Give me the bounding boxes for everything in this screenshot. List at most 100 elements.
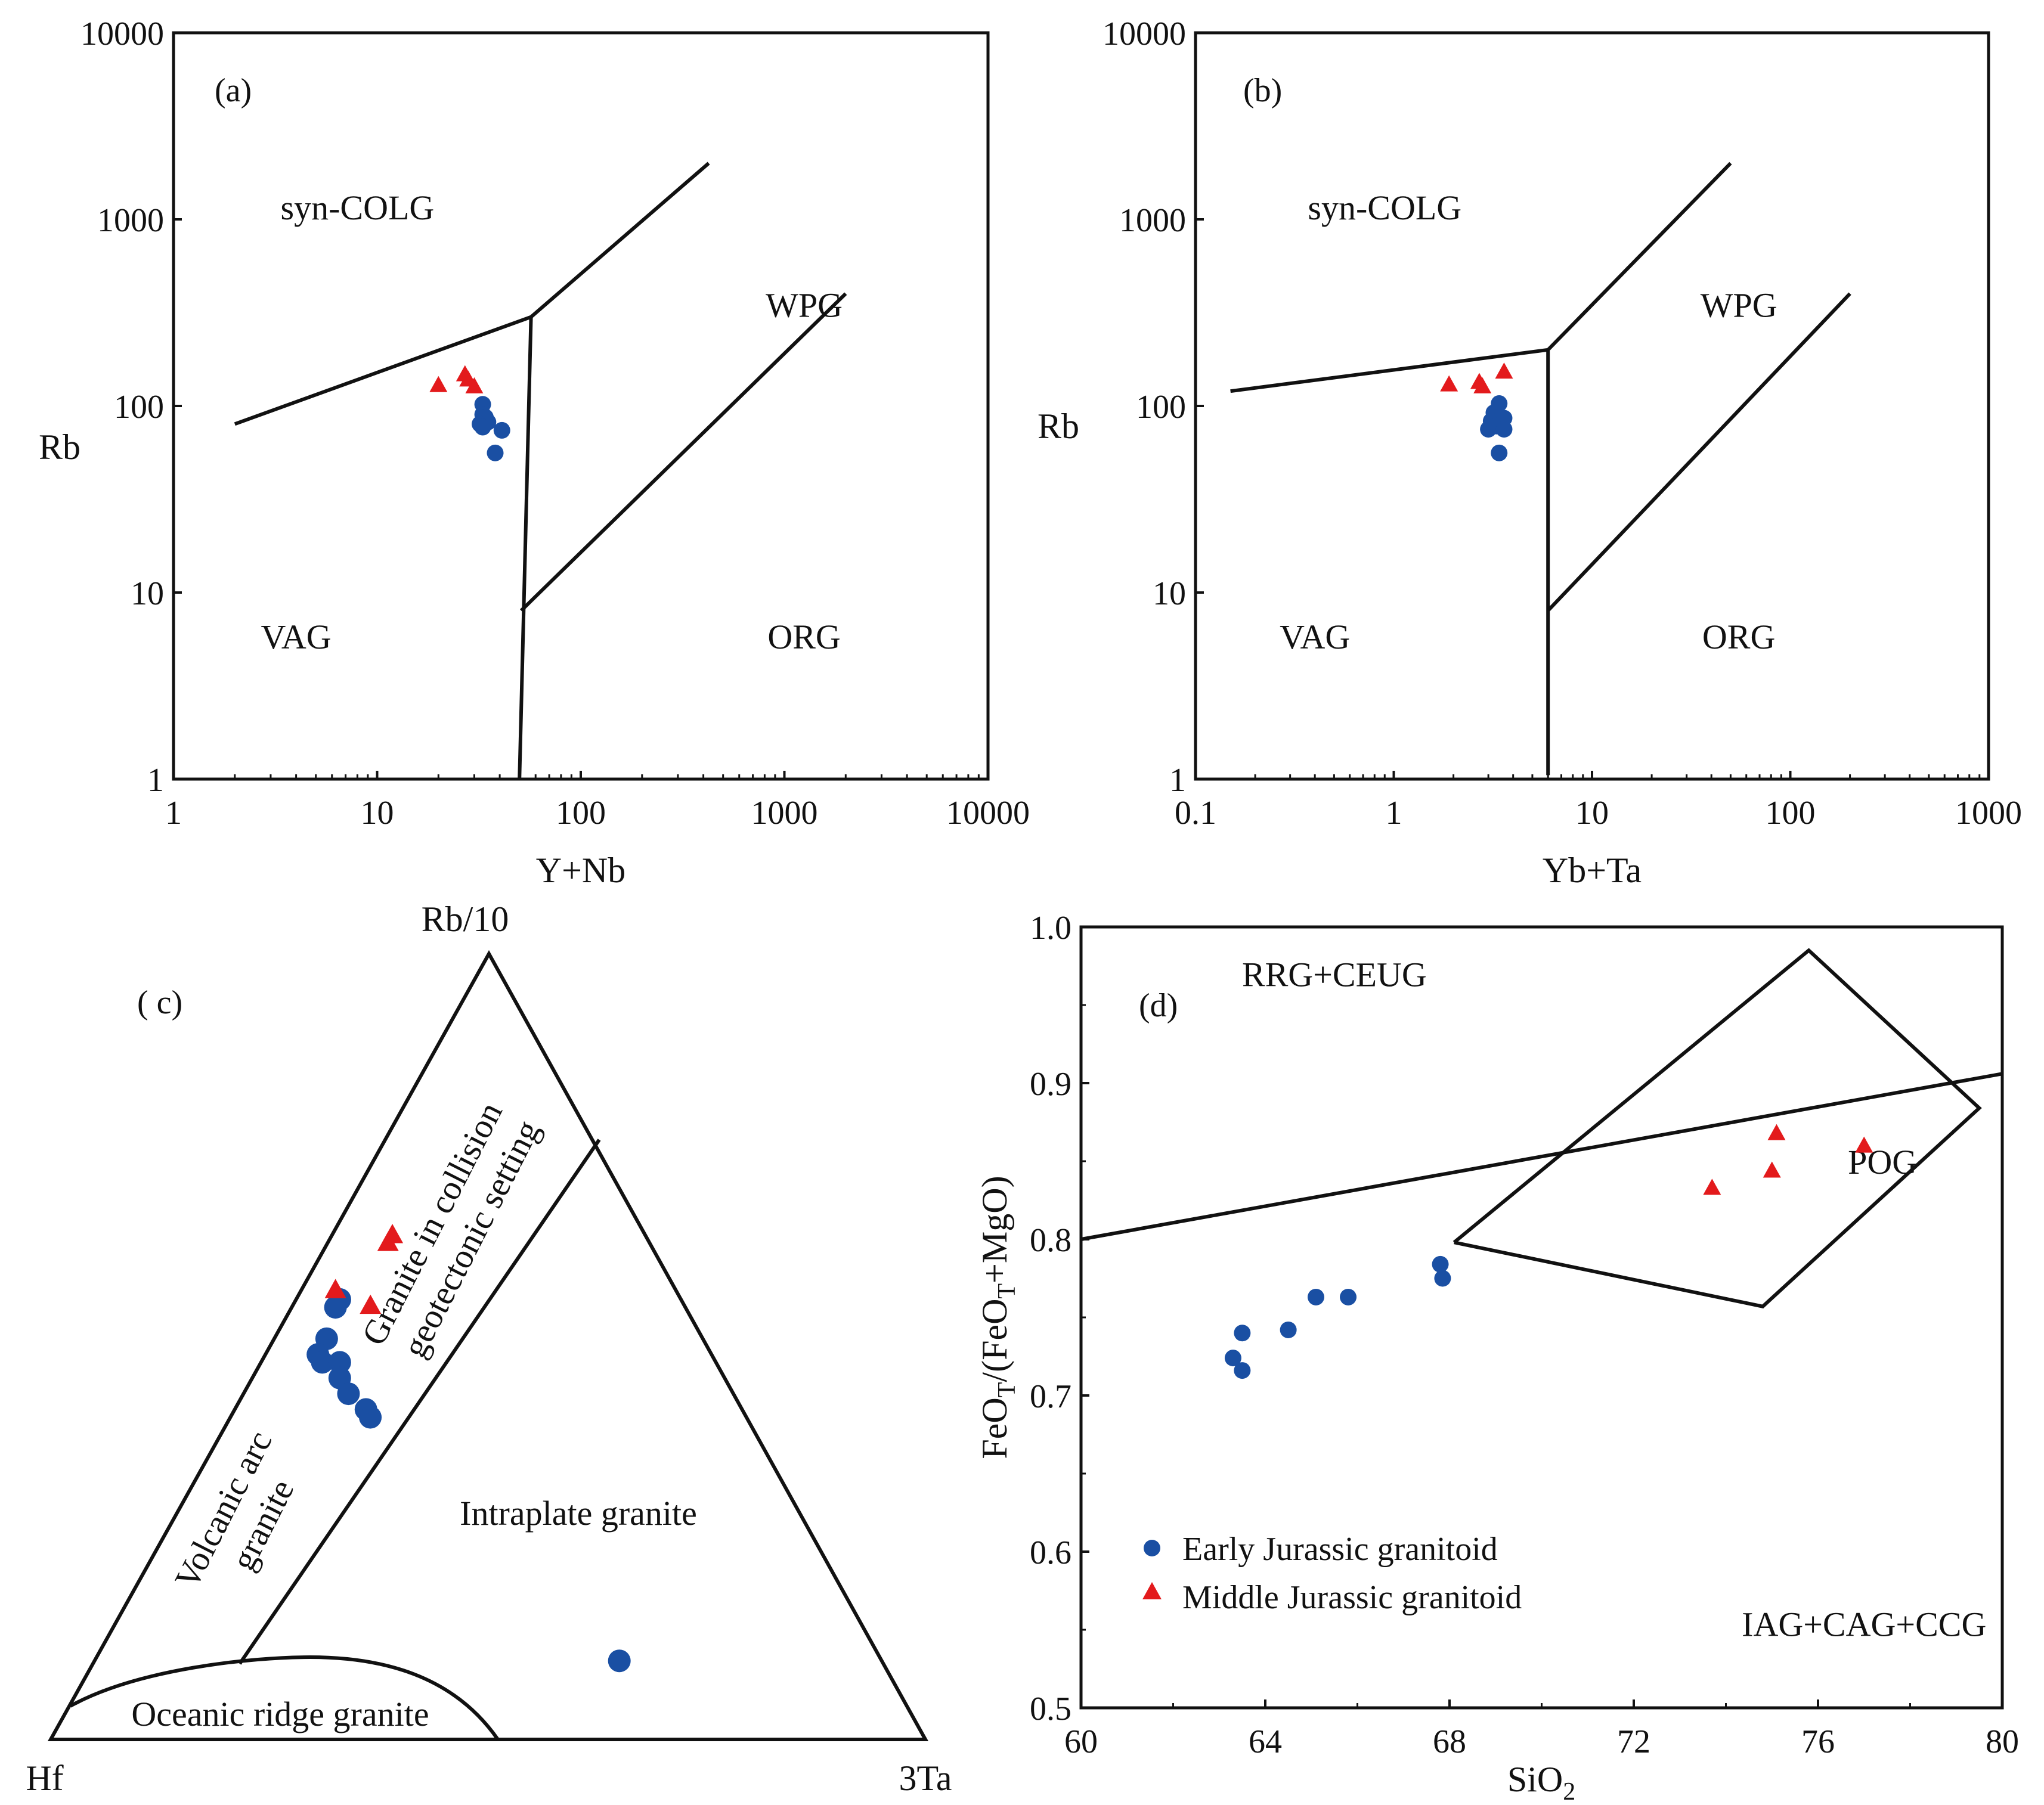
panel-b-frame [1194,31,1990,781]
panel-b-xtick-label: 1000 [1955,795,2022,832]
ternary-triangle [47,950,929,1741]
panel-d-ytick-label: 0.7 [1030,1378,1071,1415]
panel-d-point-early [1280,1321,1297,1338]
panel-b-field-vag: VAG [1280,618,1350,656]
panel-a-point-middle [429,376,448,392]
panel-a-field-org: ORG [767,618,840,656]
panel-a-field-vag: VAG [261,618,332,656]
panel-a-xlabel: Y+Nb [536,851,626,890]
ternary-field-ocean-ridge: Oceanic ridge granite [131,1695,429,1733]
panel-a-ytick-label: 1 [147,762,164,799]
panel-b-boundary-2 [1547,292,1851,612]
panel-b-xtick-label: 0.1 [1175,795,1216,832]
panel-a-frame [172,31,990,781]
panel-b-point-middle [1495,362,1513,379]
panel-d-xtick-label: 80 [1986,1723,2019,1760]
panel-d-point-early [1234,1325,1251,1342]
panel-d-point-early [1234,1362,1251,1379]
panel-d-label: (d) [1139,987,1178,1024]
panel-a-ylabel: Rb [39,427,80,467]
panel-b-point-early [1491,444,1508,461]
legend-early-label: Early Jurassic granitoid [1182,1531,1498,1568]
panel-b-point-early [1495,421,1513,438]
panel-c-label: ( c) [137,984,182,1021]
panel-d-boundary-1 [1453,948,1982,1308]
ternary-field-volcanic-arc: Volcanic arc granite [167,1417,320,1614]
panel-b-point-middle [1473,377,1492,393]
panel-d-point-early [1434,1270,1451,1287]
ternary-point-middle [324,1279,346,1298]
panel-b-xlabel: Yb+Ta [1543,851,1642,890]
ternary-point-middle [360,1294,382,1314]
panel-d-ylabel: FeOT/(FeOT+MgO) [975,1176,1021,1459]
panel-d: (d) SiO2 FeOT/(FeOT+MgO) Early Jurassic … [975,910,2019,1805]
panel-c: ( c) Rb/10 Hf 3Ta Granite in collision g… [26,900,952,1798]
ternary-point-early [311,1351,334,1374]
panel-b-point-middle [1440,375,1458,392]
panel-a-xtick-label: 10 [361,795,394,832]
panel-a-ytick-label: 100 [114,389,164,426]
panel-b-xtick-label: 10 [1575,795,1609,832]
legend-early-marker [1144,1540,1160,1556]
panel-b-label: (b) [1243,72,1282,109]
panel-d-xtick-label: 60 [1064,1723,1098,1760]
ternary-point-early [337,1382,360,1406]
panel-a-label: (a) [215,72,252,109]
panel-b-field-syn-colg: syn-COLG [1308,188,1461,227]
panel-a-xtick-label: 100 [556,795,606,832]
panel-a-boundary-2 [520,292,847,612]
panel-d-ytick-label: 1.0 [1030,910,1071,947]
legend: Early Jurassic granitoid Middle Jurassic… [1142,1531,1522,1616]
ternary-apex-rb: Rb/10 [422,900,509,939]
panel-d-point-early [1432,1255,1449,1273]
ternary-point-middle [377,1232,399,1251]
panel-a-field-wpg: WPG [766,286,843,325]
panel-a-point-early [493,421,510,439]
panel-a-field-syn-colg: syn-COLG [281,188,435,227]
panel-d-point-middle [1703,1178,1721,1195]
ternary-point-early [359,1406,382,1429]
ternary-point-early [324,1296,347,1319]
panel-d-field-iag-cag-ccg: IAG+CAG+CCG [1742,1605,1986,1643]
panel-d-point-middle [1763,1161,1781,1178]
panel-a-point-middle [465,377,484,393]
panel-d-boundary-0 [1080,1072,2003,1241]
panel-a-point-early [487,444,504,461]
panel-b-ytick-label: 1 [1169,762,1186,799]
ternary-boundary-ridge [69,1655,500,1741]
panel-d-point-middle [1855,1136,1873,1153]
panel-d-point-early [1307,1288,1324,1305]
panel-d-point-early [1340,1288,1357,1305]
panel-d-xtick-label: 76 [1801,1723,1835,1760]
panel-b-field-wpg: WPG [1701,286,1777,325]
panel-d-ytick-label: 0.5 [1030,1691,1071,1728]
panel-a-xtick-label: 10000 [946,795,1030,832]
panel-b-ytick-label: 10000 [1102,15,1186,52]
panel-b-xtick-label: 100 [1766,795,1816,832]
panel-d-xtick-label: 68 [1433,1723,1466,1760]
ternary-field-collision: Granite in collision geotectonic setting [354,1088,551,1370]
panel-d-ytick-label: 0.8 [1030,1222,1071,1259]
panel-d-xlabel: SiO2 [1507,1760,1575,1805]
panel-d-field-rrg-ceug: RRG+CEUG [1242,956,1427,994]
panel-b-ylabel: Rb [1038,407,1079,446]
panel-d-ytick-label: 0.9 [1030,1066,1071,1103]
ternary-boundary-arc [238,1139,601,1665]
panel-a-ytick-label: 1000 [97,202,164,239]
panel-a-ytick-label: 10000 [80,15,164,52]
panel-a-xtick-label: 1 [165,795,182,832]
panel-b-xtick-label: 1 [1386,795,1402,832]
ternary-point-early [608,1649,631,1673]
panel-a-point-early [474,418,491,436]
legend-middle-label: Middle Jurassic granitoid [1182,1579,1522,1616]
panel-b-ytick-label: 100 [1136,389,1186,426]
panel-d-ytick-label: 0.6 [1030,1534,1071,1571]
panel-a-ytick-label: 10 [131,575,164,612]
ternary-point-early [328,1351,351,1374]
panel-d-point-early [1224,1350,1241,1367]
panel-b-ytick-label: 10 [1153,575,1186,612]
panel-d-xtick-label: 64 [1249,1723,1282,1760]
panel-b-field-org: ORG [1702,618,1775,656]
panel-b: (b) Yb+Ta Rb 0.1 1 10 100 100011010010001000… [1038,15,2022,890]
